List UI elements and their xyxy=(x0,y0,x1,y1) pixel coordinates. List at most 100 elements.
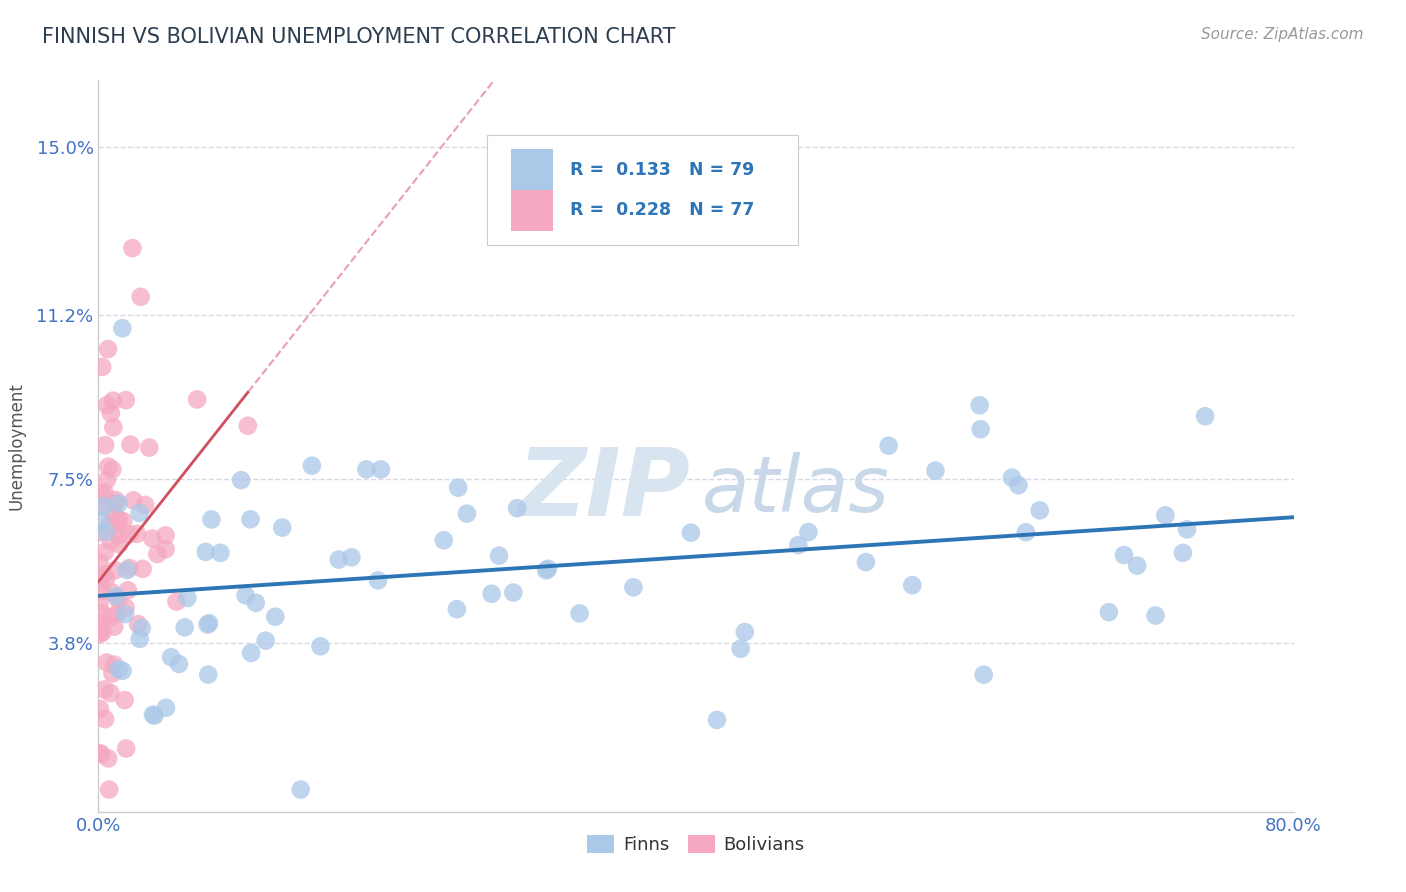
Point xyxy=(1175,522,1198,536)
Point xyxy=(197,667,219,681)
Point xyxy=(93,567,115,582)
Point xyxy=(194,545,217,559)
Point xyxy=(173,620,195,634)
Point xyxy=(142,707,165,722)
Point xyxy=(160,650,183,665)
Point xyxy=(91,625,114,640)
Point xyxy=(101,666,124,681)
Point xyxy=(254,633,277,648)
Point xyxy=(96,656,118,670)
Point xyxy=(127,617,149,632)
Point xyxy=(1001,470,1024,484)
Point xyxy=(245,596,267,610)
Point xyxy=(679,525,702,540)
Text: ZIP: ZIP xyxy=(517,444,690,536)
Point xyxy=(89,596,111,610)
Point xyxy=(924,464,946,478)
Point xyxy=(706,713,728,727)
Point xyxy=(90,623,112,637)
Text: Source: ZipAtlas.com: Source: ZipAtlas.com xyxy=(1201,27,1364,42)
Point xyxy=(129,290,152,304)
Point xyxy=(103,508,125,523)
Point xyxy=(1098,605,1121,619)
Point xyxy=(146,547,169,561)
Point xyxy=(111,321,134,335)
Point xyxy=(877,439,900,453)
Point xyxy=(100,686,122,700)
Point xyxy=(101,462,124,476)
Point xyxy=(621,580,644,594)
Point xyxy=(114,607,136,621)
Point xyxy=(235,588,257,602)
Point xyxy=(104,497,127,511)
Point xyxy=(1015,525,1038,540)
Point xyxy=(101,393,124,408)
Point xyxy=(89,702,111,716)
Point xyxy=(98,782,121,797)
Point xyxy=(488,549,510,563)
Point xyxy=(734,625,756,640)
Point xyxy=(1194,409,1216,424)
Point xyxy=(1007,478,1029,492)
Point xyxy=(107,662,129,676)
Point xyxy=(1126,558,1149,573)
Point xyxy=(240,646,263,660)
Point xyxy=(165,594,187,608)
Point xyxy=(141,532,163,546)
FancyBboxPatch shape xyxy=(510,190,553,231)
Point xyxy=(100,534,122,549)
Point xyxy=(114,693,136,707)
Point xyxy=(90,747,112,761)
Point xyxy=(100,610,122,624)
Point xyxy=(264,609,287,624)
Point xyxy=(1154,508,1177,523)
Point xyxy=(90,584,112,599)
Point xyxy=(97,751,120,765)
Point xyxy=(456,507,478,521)
Point xyxy=(103,420,125,434)
Point xyxy=(90,514,112,528)
Point xyxy=(91,359,114,374)
Point xyxy=(356,462,378,476)
Point xyxy=(89,525,111,540)
Point xyxy=(198,616,221,631)
Point xyxy=(96,398,118,412)
Point xyxy=(107,512,129,526)
Point xyxy=(143,708,166,723)
Point xyxy=(108,528,131,542)
Point xyxy=(197,617,219,632)
Point xyxy=(107,496,129,510)
Point xyxy=(105,589,128,603)
Point xyxy=(115,563,138,577)
Point xyxy=(138,441,160,455)
Point xyxy=(108,537,131,551)
Point xyxy=(433,533,456,548)
Point xyxy=(107,592,129,607)
Point xyxy=(797,524,820,539)
Point xyxy=(89,627,111,641)
Point xyxy=(730,641,752,656)
Point xyxy=(90,606,112,620)
Point xyxy=(103,657,125,672)
Point xyxy=(125,526,148,541)
Y-axis label: Unemployment: Unemployment xyxy=(7,382,25,510)
Point xyxy=(568,607,591,621)
Point xyxy=(534,563,557,577)
Point xyxy=(167,657,190,671)
Point xyxy=(200,512,222,526)
Point xyxy=(370,462,392,476)
Point xyxy=(1112,548,1135,562)
Point xyxy=(111,664,134,678)
Text: atlas: atlas xyxy=(702,452,890,528)
Point xyxy=(131,562,153,576)
Point xyxy=(328,552,350,566)
Point xyxy=(98,516,121,531)
Point xyxy=(103,620,125,634)
Point xyxy=(128,632,150,646)
Point xyxy=(105,607,128,621)
Point xyxy=(155,700,177,714)
Point xyxy=(94,524,117,539)
Point xyxy=(118,561,141,575)
Point xyxy=(134,498,156,512)
Point xyxy=(89,624,111,639)
